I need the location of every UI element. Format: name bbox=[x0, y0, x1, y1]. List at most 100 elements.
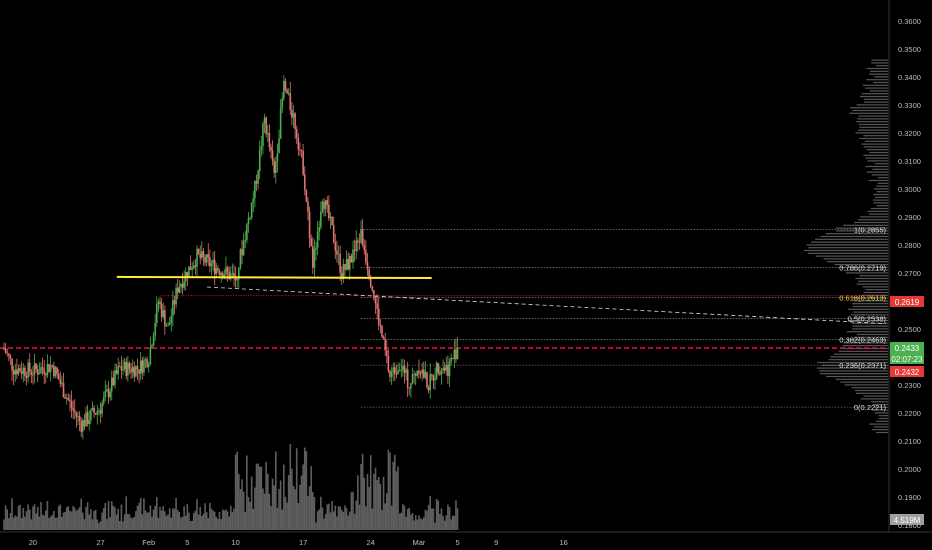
candle-body bbox=[149, 347, 152, 365]
volume-bar bbox=[389, 452, 391, 530]
volume-profile-row bbox=[844, 384, 888, 386]
volume-profile-row bbox=[847, 308, 888, 310]
price-tick-label: 0.2700 bbox=[898, 269, 921, 278]
candle-body bbox=[218, 270, 221, 276]
candle-body bbox=[56, 367, 58, 374]
candle-body bbox=[273, 160, 275, 173]
volume-profile-row bbox=[826, 261, 888, 263]
volume-profile-row bbox=[854, 336, 888, 338]
volume-profile-row bbox=[865, 165, 888, 168]
candle-body bbox=[302, 150, 304, 175]
candle-body bbox=[152, 335, 155, 346]
candle-body bbox=[9, 355, 12, 359]
volume-bar bbox=[38, 516, 41, 530]
candle-body bbox=[275, 161, 277, 173]
volume-profile-row bbox=[878, 415, 888, 417]
candle-body bbox=[419, 373, 422, 375]
volume-bar bbox=[289, 444, 292, 530]
candle-body bbox=[358, 241, 361, 243]
volume-profile-row bbox=[863, 146, 888, 148]
candle-body bbox=[114, 370, 116, 386]
volume-bar bbox=[73, 507, 76, 530]
candle-body bbox=[101, 403, 103, 414]
volume-profile-row bbox=[834, 353, 888, 355]
volume-bar bbox=[390, 505, 393, 530]
volume-profile-row bbox=[866, 171, 888, 173]
trendlines[interactable] bbox=[116, 275, 887, 325]
volume-bar bbox=[324, 514, 327, 530]
candle-body bbox=[90, 410, 92, 421]
volume-profile-row bbox=[852, 109, 888, 112]
volume-bar bbox=[167, 514, 169, 530]
volume-profile-row bbox=[873, 81, 888, 84]
candle-body bbox=[432, 375, 435, 381]
volume-bar bbox=[363, 477, 366, 530]
volume-bar bbox=[439, 514, 441, 530]
price-tags: 0.2619 0.2433 02:07:23 0.2432 4.519M bbox=[890, 296, 924, 525]
candle-body bbox=[292, 113, 295, 118]
volume-bar bbox=[207, 518, 210, 530]
volume-bar bbox=[62, 512, 65, 530]
volume-bar bbox=[411, 512, 414, 530]
volume-profile-row bbox=[806, 244, 888, 246]
candlesticks bbox=[3, 75, 459, 440]
volume-bar bbox=[19, 504, 21, 530]
horizontal-levels[interactable] bbox=[0, 295, 889, 349]
volume-bar bbox=[16, 516, 18, 530]
volume-bar bbox=[281, 509, 284, 530]
candle-body bbox=[36, 369, 39, 375]
price-tick-label: 0.2100 bbox=[898, 437, 921, 446]
candle-body bbox=[78, 416, 81, 422]
volume-bar bbox=[149, 505, 152, 530]
candle-body bbox=[239, 249, 242, 268]
volume-profile-row bbox=[872, 429, 888, 431]
candle-body bbox=[254, 181, 256, 199]
volume-profile-row bbox=[852, 325, 888, 327]
candle-body bbox=[154, 322, 156, 336]
candle-body bbox=[329, 216, 332, 219]
volume-bar bbox=[431, 508, 433, 530]
volume-bar bbox=[64, 512, 66, 530]
volume-profile-row bbox=[866, 149, 888, 151]
volume-bar bbox=[107, 500, 110, 530]
volume-bar bbox=[302, 464, 304, 530]
candle-body bbox=[442, 367, 444, 371]
candle-body bbox=[176, 287, 179, 293]
volume-bar bbox=[355, 500, 358, 530]
candle-body bbox=[403, 365, 406, 374]
candle-body bbox=[365, 250, 367, 263]
volume-bar bbox=[254, 487, 256, 530]
volume-bar bbox=[119, 521, 121, 530]
candle-body bbox=[28, 362, 31, 372]
volume-bar bbox=[231, 511, 234, 530]
volume-profile-row bbox=[866, 67, 888, 70]
yellow-trendline[interactable] bbox=[116, 275, 432, 280]
volume-bar bbox=[220, 519, 222, 530]
volume-bar bbox=[260, 466, 263, 530]
candle-body bbox=[270, 146, 272, 151]
volume-bar bbox=[398, 513, 401, 530]
candle-body bbox=[136, 366, 139, 370]
volume-bar bbox=[139, 498, 142, 530]
volume-bar bbox=[151, 516, 153, 530]
volume-bar bbox=[17, 505, 20, 530]
candle-body bbox=[445, 364, 448, 371]
price-tick-label: 0.2300 bbox=[898, 381, 921, 390]
candle-body bbox=[315, 247, 317, 250]
volume-profile-row bbox=[828, 359, 888, 361]
candle-body bbox=[369, 278, 372, 287]
candle-body bbox=[400, 370, 403, 372]
candle-body bbox=[340, 272, 343, 279]
volume-bar bbox=[27, 504, 29, 530]
candle-body bbox=[83, 420, 86, 427]
candle-body bbox=[392, 367, 395, 373]
dashed-trendline[interactable] bbox=[206, 286, 887, 325]
volume-profile-row bbox=[874, 412, 888, 414]
time-axis[interactable]: 20 27 Feb 5 10 17 24 Mar 5 9 16 bbox=[29, 538, 568, 547]
volume-profile-row bbox=[854, 389, 888, 392]
volume-bar bbox=[347, 515, 349, 530]
candle-body bbox=[447, 364, 449, 377]
candle-body bbox=[48, 364, 50, 372]
candle-body bbox=[164, 310, 166, 327]
